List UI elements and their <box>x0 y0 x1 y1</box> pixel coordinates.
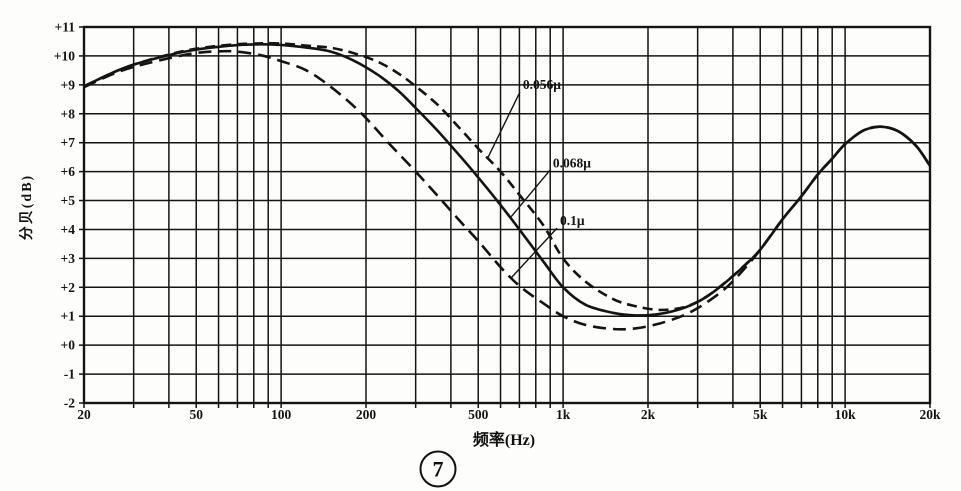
x-tick-label: 100 <box>271 407 292 422</box>
x-tick-label: 50 <box>189 407 203 422</box>
y-tick-label: +11 <box>55 20 76 35</box>
y-tick-label: +9 <box>61 77 76 92</box>
x-tick-label: 20 <box>77 407 91 422</box>
annotation-leader-line <box>510 227 558 279</box>
curve-label-curve-0-056u: 0.056μ <box>523 77 561 92</box>
x-axis-title: 频率(Hz) <box>472 432 536 449</box>
curve-0-068u <box>83 43 932 317</box>
annotation-leader-line <box>487 91 521 159</box>
annotation-leader-line <box>509 169 551 219</box>
x-tick-label: 10k <box>835 407 857 422</box>
y-tick-label: +0 <box>61 338 76 353</box>
figure-number-badge: 7 <box>419 450 457 488</box>
plot-border <box>82 25 932 405</box>
y-tick-label: +8 <box>61 106 76 121</box>
curve-label-curve-0-1u: 0.1μ <box>560 213 585 228</box>
x-tick-label: 5k <box>753 407 768 422</box>
x-tick-label: 500 <box>468 407 489 422</box>
x-tick-label: 20k <box>919 407 941 422</box>
y-tick-label: +5 <box>61 193 76 208</box>
curve-0-056u <box>83 41 932 312</box>
y-tick-label: +7 <box>61 135 76 150</box>
y-tick-label: +2 <box>61 280 76 295</box>
y-tick-label: +1 <box>61 309 76 324</box>
y-tick-label: -1 <box>64 367 75 382</box>
x-tick-label: 200 <box>356 407 377 422</box>
y-axis-title: 分贝(dB) <box>20 173 35 241</box>
figure-number: 7 <box>432 456 444 481</box>
x-tick-label: 2k <box>641 407 656 422</box>
y-tick-label: +3 <box>61 251 76 266</box>
x-tick-label: 1k <box>556 407 571 422</box>
y-tick-label: +10 <box>54 48 75 63</box>
y-tick-label: -2 <box>64 396 75 411</box>
curve-label-curve-0-068u: 0.068μ <box>553 155 591 170</box>
y-tick-label: +4 <box>61 222 76 237</box>
y-tick-label: +6 <box>61 164 76 179</box>
